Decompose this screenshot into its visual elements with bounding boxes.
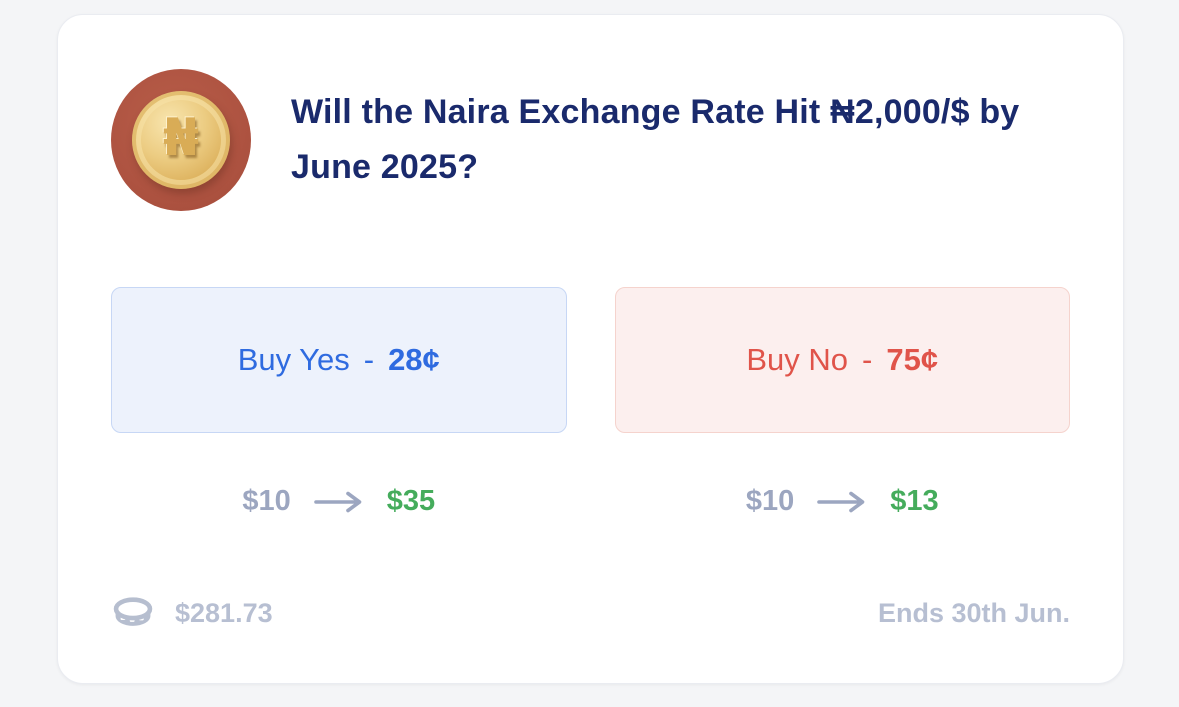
stake-yes-value: $10 xyxy=(242,485,291,517)
market-card[interactable]: ₦ Will the Naira Exchange Rate Hit ₦2,00… xyxy=(57,14,1124,684)
volume-indicator: $281.73 xyxy=(111,596,273,630)
buy-yes-button[interactable]: Buy Yes - 28¢ xyxy=(111,287,567,433)
market-header: ₦ Will the Naira Exchange Rate Hit ₦2,00… xyxy=(111,69,1070,211)
arrow-right-icon xyxy=(816,490,868,514)
naira-symbol: ₦ xyxy=(162,108,200,168)
payout-no-value: $13 xyxy=(890,485,939,517)
naira-coin-icon: ₦ xyxy=(111,69,251,211)
payout-yes-value: $35 xyxy=(386,485,436,517)
buy-no-button[interactable]: Buy No - 75¢ xyxy=(614,287,1070,433)
market-title: Will the Naira Exchange Rate Hit ₦2,000/… xyxy=(291,93,1020,186)
payout-no: $10 $13 xyxy=(615,485,1071,518)
stake-no-value: $10 xyxy=(745,485,795,517)
end-date: Ends 30th Jun. xyxy=(877,597,1070,628)
buy-yes-price: 28¢ xyxy=(388,342,440,377)
buy-yes-separator: - xyxy=(363,342,375,377)
buy-no-label: Buy No xyxy=(746,342,849,377)
outcome-buttons: Buy Yes - 28¢ Buy No - 75¢ xyxy=(111,287,1070,433)
card-footer: $281.73 Ends 30th Jun. xyxy=(111,596,1070,630)
payout-row: $10 $35 $10 $13 xyxy=(111,485,1070,518)
buy-no-price: 75¢ xyxy=(886,342,939,377)
buy-no-separator: - xyxy=(862,342,873,377)
volume-value: $281.73 xyxy=(175,597,273,628)
coin-stack-icon xyxy=(111,596,155,630)
gold-coin: ₦ xyxy=(132,91,230,189)
payout-yes: $10 $35 xyxy=(111,485,567,518)
buy-yes-label: Buy Yes xyxy=(237,342,350,377)
arrow-right-icon xyxy=(313,490,365,514)
